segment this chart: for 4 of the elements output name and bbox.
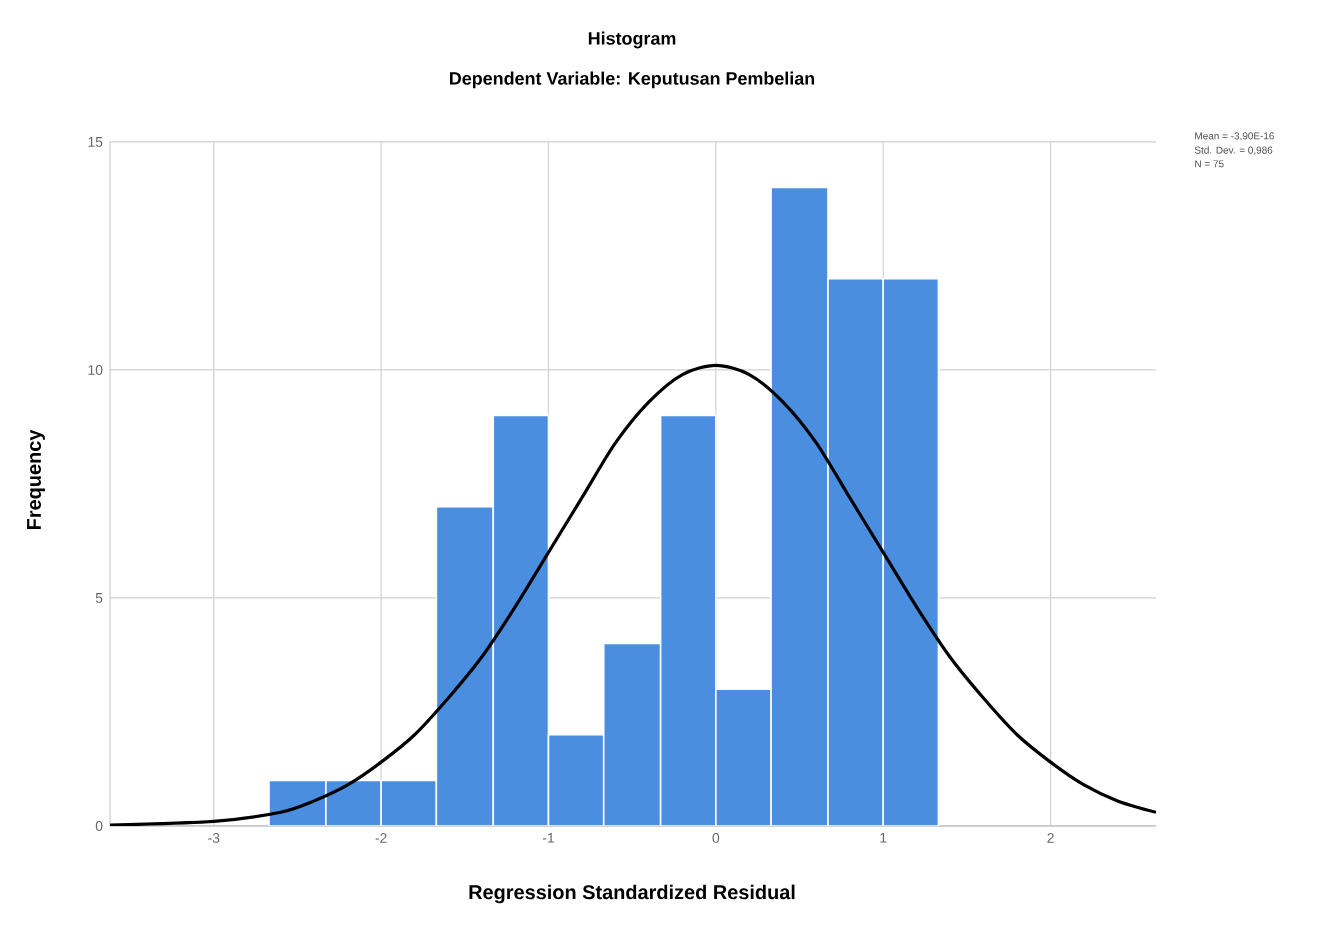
x-axis-title: Regression Standardized Residual: [469, 884, 795, 904]
chart-title: Histogram: [588, 31, 676, 49]
chart-subtitle: Dependent Variable: Keputusan Pembelian: [450, 71, 815, 89]
y-axis-title: Frequency: [27, 429, 45, 530]
